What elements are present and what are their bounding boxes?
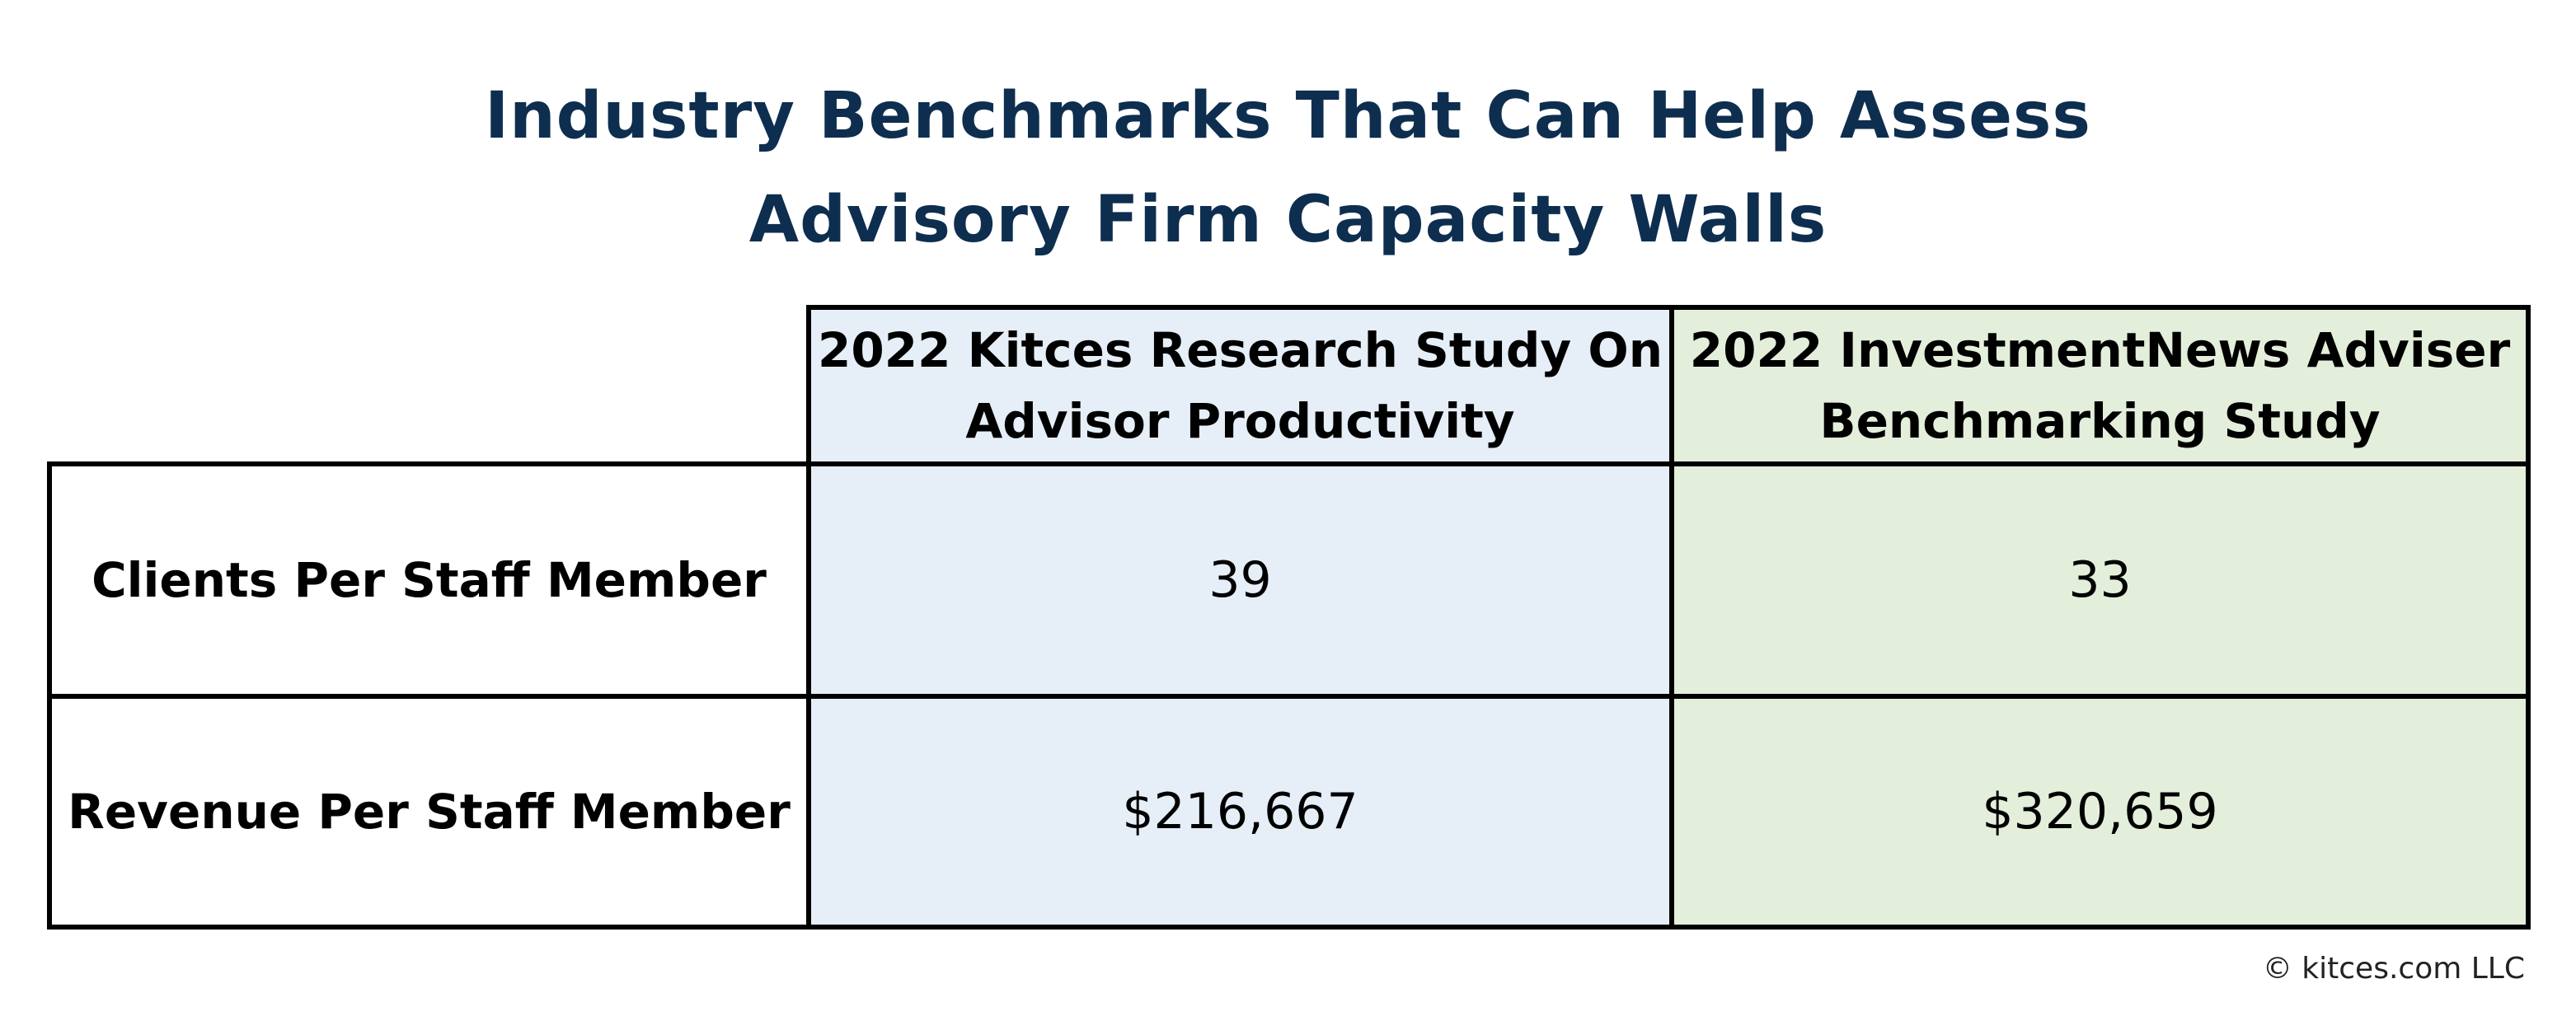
column-header-kitces-line-1: 2022 Kitces Research Study On	[818, 322, 1663, 378]
copyright-notice: © kitces.com LLC	[2262, 952, 2525, 986]
row-label-clients: Clients Per Staff Member	[47, 461, 811, 699]
page-title-line-1: Industry Benchmarks That Can Help Assess	[485, 79, 2091, 153]
column-header-kitces: 2022 Kitces Research Study On Advisor Pr…	[806, 305, 1674, 466]
cell-clients-investmentnews: 33	[1669, 461, 2531, 699]
cell-revenue-kitces: $216,667	[806, 694, 1674, 930]
page-title: Industry Benchmarks That Can Help Assess…	[0, 64, 2576, 272]
column-header-investmentnews-line-2: Benchmarking Study	[1819, 393, 2381, 449]
cell-revenue-investmentnews: $320,659	[1669, 694, 2531, 930]
page-title-line-2: Advisory Firm Capacity Walls	[748, 183, 1828, 257]
row-label-revenue: Revenue Per Staff Member	[47, 694, 811, 930]
column-header-investmentnews-line-1: 2022 InvestmentNews Adviser	[1689, 322, 2511, 378]
cell-clients-kitces: 39	[806, 461, 1674, 699]
column-header-investmentnews: 2022 InvestmentNews Adviser Benchmarking…	[1669, 305, 2531, 466]
column-header-kitces-line-2: Advisor Productivity	[965, 393, 1515, 449]
